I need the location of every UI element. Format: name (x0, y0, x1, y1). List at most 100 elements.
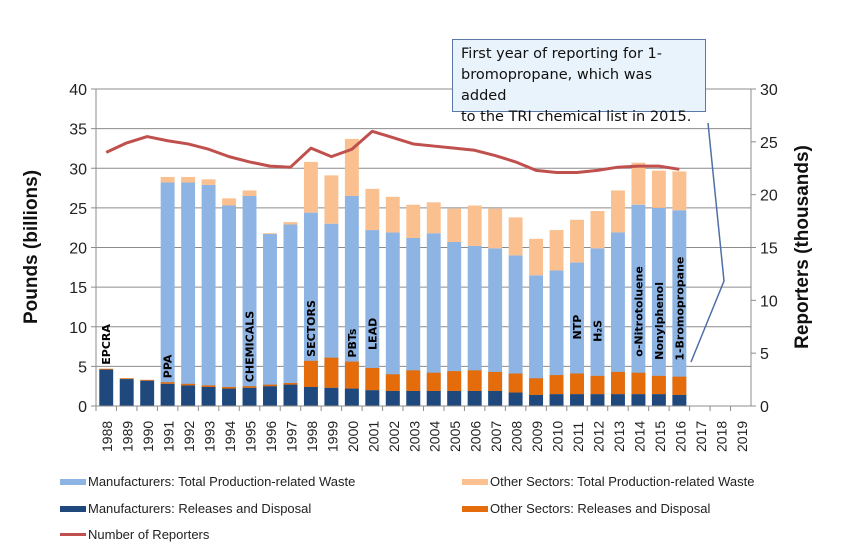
y-tick-label: 30 (69, 161, 87, 178)
bar-other-tprw (263, 233, 277, 235)
legend-label: Other Sectors: Releases and Disposal (490, 501, 711, 516)
x-tick-label: 2018 (713, 421, 729, 452)
legend-swatch (462, 478, 488, 485)
era-label: H₂S (591, 320, 604, 342)
bar-mfr-releases (303, 386, 318, 406)
x-tick-label: 2015 (652, 421, 668, 452)
x-tick-label: 1997 (283, 421, 299, 452)
bar-other-tprw (222, 198, 237, 206)
callout-line: First year of reporting for 1- (461, 46, 662, 62)
bar-mfr-tprw (283, 224, 298, 406)
bar-other-releases (570, 373, 584, 395)
bar-other-releases (610, 371, 625, 395)
x-tick-label: 1989 (120, 421, 136, 452)
legend-swatch (60, 505, 86, 512)
bar-mfr-releases (140, 380, 155, 406)
legend-item-other-releases: Other Sectors: Releases and Disposal (462, 501, 710, 516)
bar-other-tprw (672, 171, 687, 211)
legend-label: Number of Reporters (88, 527, 210, 542)
era-label: NTP (571, 315, 584, 340)
bar-other-releases (529, 378, 544, 395)
legend-swatch (60, 478, 86, 485)
bar-mfr-releases (181, 385, 196, 406)
x-tick-label: 2003 (406, 421, 422, 452)
x-tick-label: 2009 (529, 421, 545, 452)
bar-other-tprw (610, 190, 625, 233)
y-tick-label: 35 (69, 122, 87, 139)
bar-other-tprw (447, 208, 462, 242)
legend-item-mfr-tprw: Manufacturers: Total Production-related … (60, 474, 355, 489)
bar-other-tprw (631, 162, 646, 205)
legend-label: Manufacturers: Total Production-related … (88, 474, 356, 489)
bar-mfr-tprw (406, 237, 421, 406)
legend-swatch (462, 505, 488, 512)
bar-other-releases (549, 375, 564, 395)
bar-other-tprw (406, 204, 421, 238)
bar-mfr-tprw (529, 275, 544, 406)
bar-mfr-releases (283, 384, 298, 406)
x-tick-label: 1996 (263, 421, 279, 452)
bar-mfr-tprw (631, 204, 646, 406)
legend-item-reporters: Number of Reporters (60, 527, 209, 542)
bar-mfr-tprw (365, 230, 380, 406)
bar-other-releases (631, 372, 646, 395)
legend-item-other-tprw: Other Sectors: Total Production-related … (462, 474, 754, 489)
bar-mfr-releases (570, 394, 584, 406)
x-tick-label: 2013 (611, 421, 627, 452)
bar-mfr-tprw (201, 184, 216, 406)
x-tick-label: 2014 (631, 421, 647, 452)
bar-mfr-releases (201, 386, 216, 406)
bar-other-tprw (324, 175, 339, 224)
x-tick-label: 2010 (550, 421, 566, 452)
y-tick-label: 15 (69, 280, 87, 297)
bar-mfr-tprw (344, 195, 359, 406)
era-label: 1-Bromopropane (673, 257, 686, 361)
callout-line: bromopropane, which was added (461, 67, 652, 104)
bar-mfr-tprw (385, 232, 400, 406)
y2-tick-label: 30 (760, 82, 778, 99)
y2-tick-label: 20 (760, 188, 778, 205)
bar-other-releases (160, 382, 175, 384)
bar-other-releases (283, 383, 298, 385)
bar-mfr-releases (508, 392, 523, 406)
bar-mfr-tprw (426, 233, 441, 406)
bar-other-tprw (529, 238, 544, 276)
bar-mfr-tprw (222, 205, 237, 406)
bar-mfr-releases (672, 394, 687, 406)
bar-other-releases (651, 375, 666, 395)
bar-other-releases (488, 371, 503, 391)
bar-other-tprw (181, 176, 196, 183)
bar-mfr-tprw (570, 262, 584, 406)
bar-other-releases (590, 375, 605, 395)
y2-tick-label: 25 (760, 135, 778, 152)
era-label: o-Nitrotoluene (632, 266, 645, 357)
x-tick-label: 1992 (181, 421, 197, 452)
bar-other-tprw (570, 219, 584, 263)
bar-mfr-releases (242, 387, 257, 406)
bar-mfr-releases (99, 369, 114, 406)
bar-mfr-tprw (651, 207, 666, 406)
x-tick-label: 2005 (447, 421, 463, 452)
bar-other-releases (426, 372, 441, 391)
x-tick-label: 2016 (672, 421, 688, 452)
x-tick-label: 2000 (345, 421, 361, 452)
bars (99, 138, 687, 406)
bar-other-tprw (549, 230, 564, 271)
bar-other-releases (385, 374, 400, 391)
bar-mfr-releases (385, 390, 400, 406)
bar-other-tprw (303, 161, 318, 213)
bar-mfr-tprw (467, 245, 482, 406)
bar-other-releases (263, 384, 277, 387)
bar-mfr-releases (344, 388, 359, 406)
y-tick-label: 40 (69, 82, 87, 99)
bar-other-releases (406, 370, 421, 391)
x-tick-label: 2008 (509, 421, 525, 452)
x-tick-label: 1994 (222, 421, 238, 452)
bar-other-releases (447, 371, 462, 391)
bar-other-tprw (160, 176, 175, 183)
era-label: Nonylphenol (653, 282, 666, 360)
bar-mfr-releases (651, 394, 666, 406)
y-tick-label: 25 (69, 201, 87, 218)
bar-other-releases (672, 376, 687, 395)
